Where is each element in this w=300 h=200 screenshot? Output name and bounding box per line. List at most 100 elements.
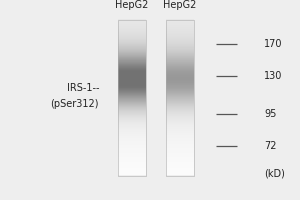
Bar: [166, 49, 194, 50]
Bar: [166, 141, 194, 142]
Bar: [118, 79, 146, 80]
Bar: [118, 135, 146, 136]
Bar: [166, 129, 194, 130]
Bar: [118, 142, 146, 143]
Bar: [166, 45, 194, 47]
Bar: [118, 67, 146, 68]
Bar: [166, 133, 194, 134]
Bar: [166, 69, 194, 70]
Bar: [118, 69, 146, 70]
Bar: [166, 98, 194, 100]
Bar: [118, 99, 146, 100]
Bar: [118, 163, 146, 165]
Bar: [118, 72, 146, 73]
Bar: [166, 142, 194, 143]
Bar: [118, 90, 146, 91]
Bar: [166, 96, 194, 97]
Bar: [166, 143, 194, 144]
Bar: [166, 166, 194, 167]
Bar: [166, 20, 194, 176]
Bar: [166, 172, 194, 173]
Bar: [118, 126, 146, 127]
Bar: [118, 123, 146, 125]
Bar: [118, 28, 146, 29]
Bar: [166, 59, 194, 61]
Bar: [118, 89, 146, 90]
Bar: [118, 88, 146, 89]
Bar: [118, 149, 146, 150]
Bar: [166, 162, 194, 164]
Bar: [166, 146, 194, 147]
Bar: [166, 67, 194, 68]
Bar: [118, 155, 146, 156]
Bar: [166, 130, 194, 131]
Bar: [166, 71, 194, 73]
Bar: [118, 95, 146, 96]
Bar: [166, 125, 194, 126]
Bar: [118, 83, 146, 84]
Bar: [118, 167, 146, 168]
Bar: [118, 60, 146, 61]
Bar: [118, 91, 146, 92]
Bar: [118, 174, 146, 175]
Bar: [118, 107, 146, 108]
Bar: [118, 37, 146, 38]
Bar: [118, 119, 146, 120]
Bar: [118, 93, 146, 94]
Bar: [118, 117, 146, 118]
Bar: [118, 40, 146, 41]
Bar: [166, 50, 194, 51]
Bar: [166, 143, 194, 144]
Bar: [166, 105, 194, 106]
Bar: [166, 154, 194, 155]
Bar: [166, 135, 194, 136]
Bar: [166, 36, 194, 37]
Bar: [166, 114, 194, 115]
Bar: [166, 60, 194, 62]
Bar: [118, 41, 146, 42]
Bar: [118, 25, 146, 26]
Bar: [166, 46, 194, 47]
Text: (kD): (kD): [264, 169, 285, 179]
Bar: [166, 20, 194, 22]
Bar: [166, 119, 194, 120]
Bar: [118, 76, 146, 77]
Bar: [118, 72, 146, 74]
Bar: [118, 74, 146, 75]
Bar: [166, 25, 194, 26]
Bar: [118, 125, 146, 127]
Bar: [166, 94, 194, 95]
Bar: [166, 31, 194, 32]
Bar: [118, 58, 146, 59]
Bar: [118, 53, 146, 54]
Bar: [118, 97, 146, 98]
Bar: [166, 56, 194, 57]
Bar: [166, 115, 194, 116]
Bar: [118, 162, 146, 163]
Bar: [166, 131, 194, 132]
Bar: [118, 84, 146, 85]
Bar: [166, 157, 194, 158]
Bar: [166, 20, 194, 21]
Bar: [118, 166, 146, 167]
Bar: [166, 133, 194, 134]
Bar: [166, 94, 194, 95]
Bar: [118, 131, 146, 132]
Bar: [118, 21, 146, 22]
Bar: [166, 48, 194, 49]
Bar: [166, 132, 194, 133]
Bar: [166, 47, 194, 49]
Bar: [118, 64, 146, 65]
Bar: [118, 100, 146, 101]
Bar: [118, 25, 146, 26]
Bar: [166, 83, 194, 84]
Bar: [166, 137, 194, 139]
Bar: [166, 73, 194, 75]
Bar: [166, 103, 194, 104]
Bar: [118, 129, 146, 130]
Bar: [118, 43, 146, 44]
Bar: [166, 172, 194, 173]
Bar: [166, 134, 194, 135]
Bar: [166, 92, 194, 93]
Bar: [118, 62, 146, 63]
